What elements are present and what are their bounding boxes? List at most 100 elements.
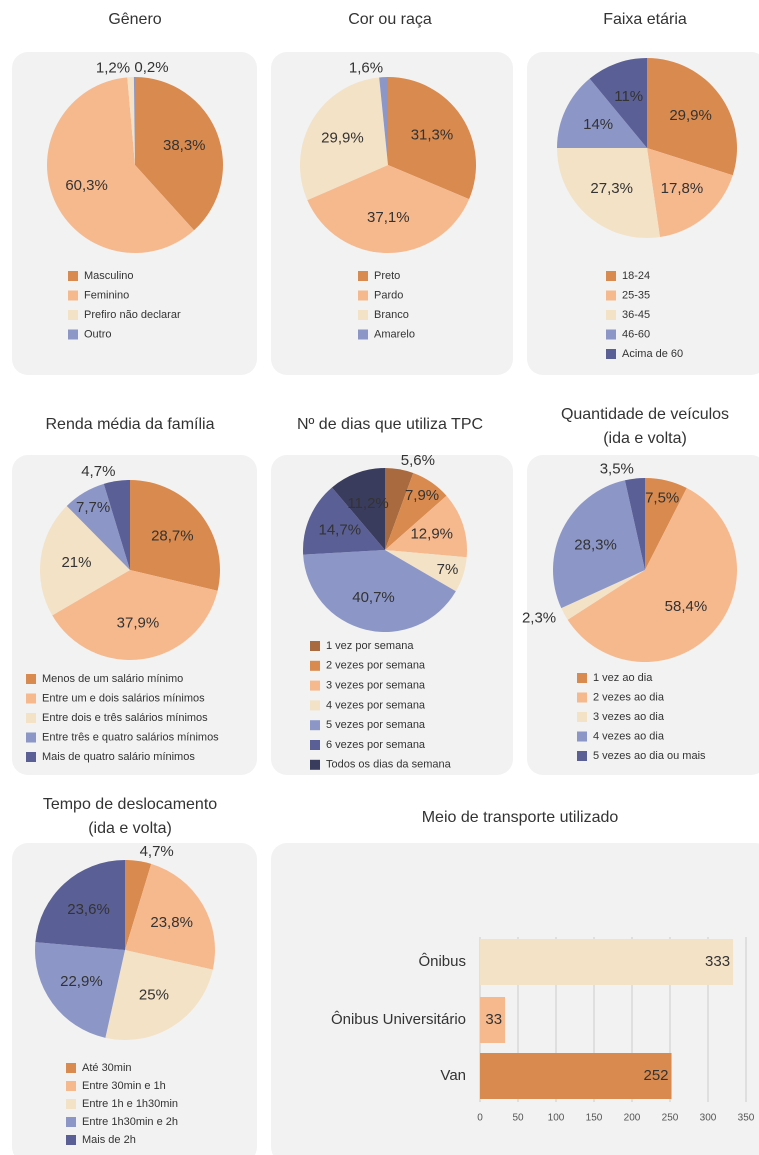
legend-swatch (310, 680, 320, 691)
slice-label: 29,9% (321, 129, 364, 146)
legend-swatch (66, 1081, 76, 1091)
legend-swatch (66, 1135, 76, 1145)
bar-value-label: 252 (643, 1067, 668, 1084)
legend-label: Entre três e quatro salários mínimos (42, 731, 219, 743)
slice-label: 7,9% (405, 487, 439, 504)
slice-label: 37,1% (367, 209, 410, 226)
y-category-label: Van (440, 1067, 466, 1084)
legend-label: Menos de um salário mínimo (42, 673, 183, 685)
panel (271, 843, 759, 1155)
pie-slice (385, 468, 414, 550)
x-tick-label: 300 (700, 1113, 717, 1124)
legend-swatch (68, 329, 78, 340)
pie-slice (647, 58, 737, 176)
legend-label: 3 vezes ao dia (593, 711, 665, 723)
slice-label: 27,3% (590, 180, 633, 197)
legend-label: Entre 1h30min e 2h (82, 1116, 178, 1128)
pie-slice (34, 942, 125, 1038)
x-tick-label: 150 (586, 1113, 603, 1124)
slice-label: 0,2% (134, 59, 168, 76)
pie-slice (47, 77, 195, 253)
legend-label: Entre um e dois salários mínimos (42, 692, 205, 704)
x-tick-label: 200 (624, 1113, 641, 1124)
pie-slice (300, 77, 388, 201)
pie-slice (553, 480, 645, 609)
legend-label: Mais de quatro salário mínimos (42, 751, 195, 763)
legend-label: 18-24 (622, 270, 650, 282)
slice-label: 29,9% (669, 107, 712, 124)
bar (480, 997, 506, 1043)
pie-slice (105, 950, 213, 1040)
pie-slice (624, 478, 645, 570)
slice-label: 17,8% (661, 180, 704, 197)
pie-slice (557, 78, 647, 148)
slice-label: 37,9% (117, 614, 160, 631)
legend-label: 1 vez por semana (326, 640, 414, 652)
legend-label: Outro (84, 328, 112, 340)
legend-swatch (26, 674, 36, 684)
pie-slice (35, 860, 125, 950)
bar-value-label: 333 (705, 953, 730, 970)
x-tick-label: 250 (662, 1113, 679, 1124)
legend-label: 4 vezes por semana (326, 699, 426, 711)
legend-label: Masculino (84, 270, 134, 282)
slice-label: 14,7% (319, 522, 362, 539)
pie-slice (125, 863, 215, 970)
legend-swatch (577, 751, 587, 761)
legend-swatch (310, 660, 320, 671)
legend-swatch (577, 692, 587, 703)
chart-title: Nº de dias que utiliza TPC (297, 416, 483, 433)
x-tick-label: 50 (512, 1113, 524, 1124)
chart-title: Cor ou raça (348, 11, 432, 28)
legend-swatch (310, 720, 320, 731)
chart-title: Meio de transporte utilizado (422, 809, 619, 826)
pie-slice (133, 77, 135, 165)
slice-label: 11% (614, 88, 643, 105)
legend-swatch (358, 290, 368, 301)
legend-label: 25-35 (622, 289, 650, 301)
legend-swatch (66, 1063, 76, 1073)
legend-label: 5 vezes por semana (326, 719, 426, 731)
legend-swatch (26, 752, 36, 762)
legend-swatch (68, 310, 78, 320)
pie-slice (303, 550, 456, 632)
bar (480, 1053, 672, 1099)
legend-swatch (66, 1117, 76, 1127)
slice-label: 38,3% (163, 137, 206, 154)
legend-swatch (68, 271, 78, 281)
pie-slice (39, 505, 130, 616)
slice-label: 12,9% (410, 526, 453, 543)
x-tick-label: 0 (477, 1113, 483, 1124)
slice-label: 21% (61, 554, 91, 571)
pie-slice (135, 77, 223, 231)
chart-title: Faixa etária (603, 11, 687, 28)
legend-swatch (606, 271, 616, 281)
slice-label: 1,6% (349, 59, 383, 76)
pie-slice (645, 478, 687, 570)
pie-slice (52, 570, 218, 661)
pie-slice (567, 488, 737, 663)
legend-swatch (577, 673, 587, 683)
pie-slice (647, 148, 733, 238)
legend-label: Prefiro não declarar (84, 309, 181, 321)
legend-swatch (358, 271, 368, 281)
legend-label: Preto (374, 270, 400, 282)
legend-label: 1 vez ao dia (593, 672, 653, 684)
legend-label: 36-45 (622, 309, 650, 321)
pie-slice (125, 860, 152, 950)
legend-swatch (577, 731, 587, 742)
pie-slice (127, 77, 135, 165)
slice-label: 7% (437, 561, 459, 578)
legend-label: Feminino (84, 289, 129, 301)
slice-label: 5,6% (401, 452, 435, 469)
pie-slice (130, 480, 221, 591)
slice-label: 1,2% (96, 59, 130, 76)
slice-label: 22,9% (60, 973, 103, 990)
pie-slice (385, 473, 447, 550)
x-tick-label: 350 (738, 1113, 755, 1124)
legend-swatch (68, 290, 78, 301)
legend-label: 2 vezes por semana (326, 660, 426, 672)
legend-swatch (310, 641, 320, 651)
pie-slice (557, 148, 660, 238)
legend-swatch (26, 732, 36, 743)
